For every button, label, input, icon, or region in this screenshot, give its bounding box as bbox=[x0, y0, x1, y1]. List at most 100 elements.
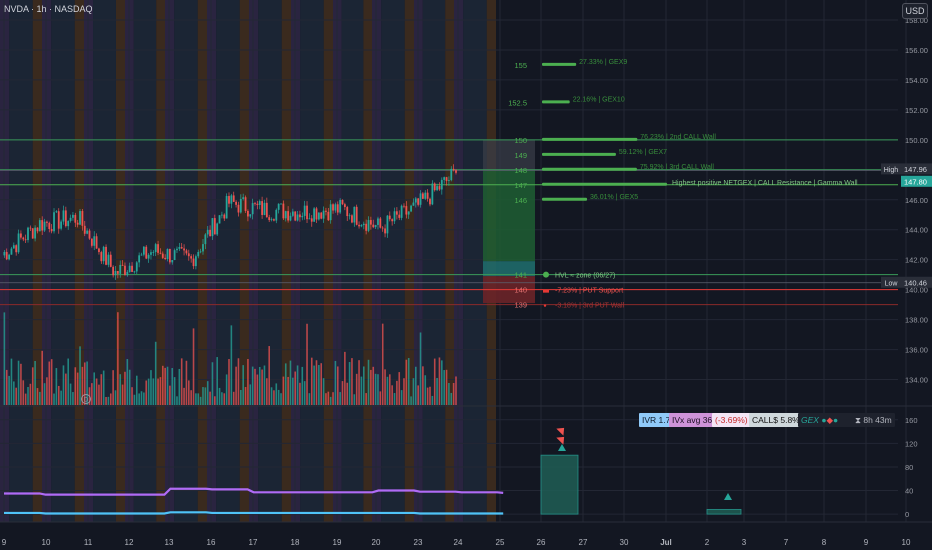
candle-body bbox=[417, 198, 420, 205]
volume-bar bbox=[268, 346, 270, 405]
volume-bar bbox=[211, 362, 214, 405]
volume-bar bbox=[230, 325, 233, 405]
candle-body bbox=[62, 210, 65, 222]
volume-bar bbox=[29, 383, 32, 405]
candle-body bbox=[41, 220, 44, 231]
volume-bar bbox=[320, 363, 323, 405]
volume-bar bbox=[346, 382, 349, 405]
candle-body bbox=[27, 227, 29, 241]
y-tick-label: 150.00 bbox=[905, 136, 928, 145]
candle-body bbox=[334, 204, 337, 211]
candle-body bbox=[126, 271, 129, 276]
volume-bar bbox=[403, 378, 405, 405]
y-tick-label: 152.00 bbox=[905, 106, 928, 115]
volume-bar bbox=[400, 390, 403, 405]
currency-button[interactable]: USD bbox=[902, 3, 928, 19]
candle-body bbox=[284, 211, 287, 219]
volume-bar bbox=[67, 358, 70, 405]
volume-bar bbox=[138, 393, 140, 405]
volume-bar bbox=[235, 366, 237, 405]
y-tick-label: 158.00 bbox=[905, 16, 928, 25]
candle-body bbox=[5, 251, 8, 260]
volume-bar bbox=[145, 380, 148, 405]
candle-body bbox=[135, 262, 138, 272]
volume-bar bbox=[344, 351, 346, 405]
volume-bar bbox=[289, 360, 292, 405]
volume-bar bbox=[336, 366, 339, 405]
candle-body bbox=[213, 218, 216, 235]
candle-body bbox=[296, 214, 299, 221]
candle-body bbox=[216, 223, 219, 235]
gex-bar bbox=[542, 197, 588, 201]
candle-body bbox=[386, 215, 389, 234]
gex-annotation: 76.23% | 2nd CALL Wall bbox=[640, 134, 716, 141]
y-tick-label: 120 bbox=[905, 439, 918, 448]
high-tag-label: High bbox=[884, 167, 899, 174]
candle-body bbox=[171, 260, 174, 263]
volume-bar bbox=[199, 396, 202, 405]
signal-red-diamond bbox=[556, 436, 565, 445]
volume-bar bbox=[117, 312, 119, 405]
candle-body bbox=[221, 214, 223, 216]
x-tick-label: 10 bbox=[902, 538, 911, 547]
volume-bar bbox=[214, 396, 216, 405]
candle-body bbox=[329, 204, 332, 221]
indicator-bar bbox=[540, 454, 579, 515]
x-tick-label: 25 bbox=[496, 538, 505, 547]
volume-bar bbox=[455, 376, 457, 405]
volume-bar bbox=[197, 393, 200, 405]
zone-green bbox=[483, 169, 535, 262]
candle-body bbox=[327, 211, 330, 221]
candle-body bbox=[395, 211, 398, 215]
candle-body bbox=[140, 254, 143, 256]
volume-bar bbox=[83, 362, 86, 405]
candle-body bbox=[209, 229, 211, 237]
candle-body bbox=[367, 220, 370, 231]
volume-bar bbox=[372, 366, 375, 405]
candle-body bbox=[419, 193, 422, 205]
candle-body bbox=[294, 211, 297, 221]
volume-bar bbox=[133, 394, 136, 405]
gex-up-icon: ● bbox=[821, 415, 827, 425]
volume-bar bbox=[417, 385, 419, 405]
volume-bar bbox=[36, 388, 39, 405]
volume-bar bbox=[206, 381, 209, 405]
volume-bar bbox=[3, 312, 6, 405]
candle-body bbox=[343, 204, 346, 208]
gex-label: GEX bbox=[801, 415, 819, 425]
candle-body bbox=[190, 256, 193, 259]
candle-body bbox=[308, 218, 311, 220]
candle-body bbox=[131, 265, 133, 272]
gex-bar bbox=[542, 167, 637, 171]
candle-body bbox=[218, 215, 221, 224]
candle-body bbox=[20, 233, 22, 238]
candle-body bbox=[46, 221, 48, 223]
volume-bar bbox=[287, 376, 289, 405]
x-tick-label: 8 bbox=[822, 538, 827, 547]
volume-bar bbox=[318, 365, 320, 405]
strike-label: 146 bbox=[514, 196, 527, 205]
volume-bar bbox=[332, 392, 334, 405]
candle-body bbox=[369, 220, 372, 225]
volume-bar bbox=[398, 372, 401, 405]
candle-body bbox=[287, 211, 290, 221]
candle-body bbox=[79, 211, 81, 225]
candle-body bbox=[64, 210, 67, 227]
candle-body bbox=[105, 246, 107, 265]
x-tick-label: 9 bbox=[2, 538, 7, 547]
volume-bar bbox=[218, 387, 221, 405]
volume-bar bbox=[223, 393, 226, 405]
candle-body bbox=[121, 264, 124, 266]
volume-bar bbox=[188, 380, 190, 405]
volume-bar bbox=[445, 369, 448, 405]
high-tag-value-bg bbox=[901, 163, 932, 175]
candle-body bbox=[145, 246, 148, 259]
candle-body bbox=[232, 195, 235, 202]
afterhours-shade bbox=[156, 0, 165, 522]
y-tick-label: 136.00 bbox=[905, 346, 928, 355]
volume-bar bbox=[140, 391, 143, 405]
candle-body bbox=[270, 219, 273, 221]
put-marker bbox=[543, 289, 549, 293]
